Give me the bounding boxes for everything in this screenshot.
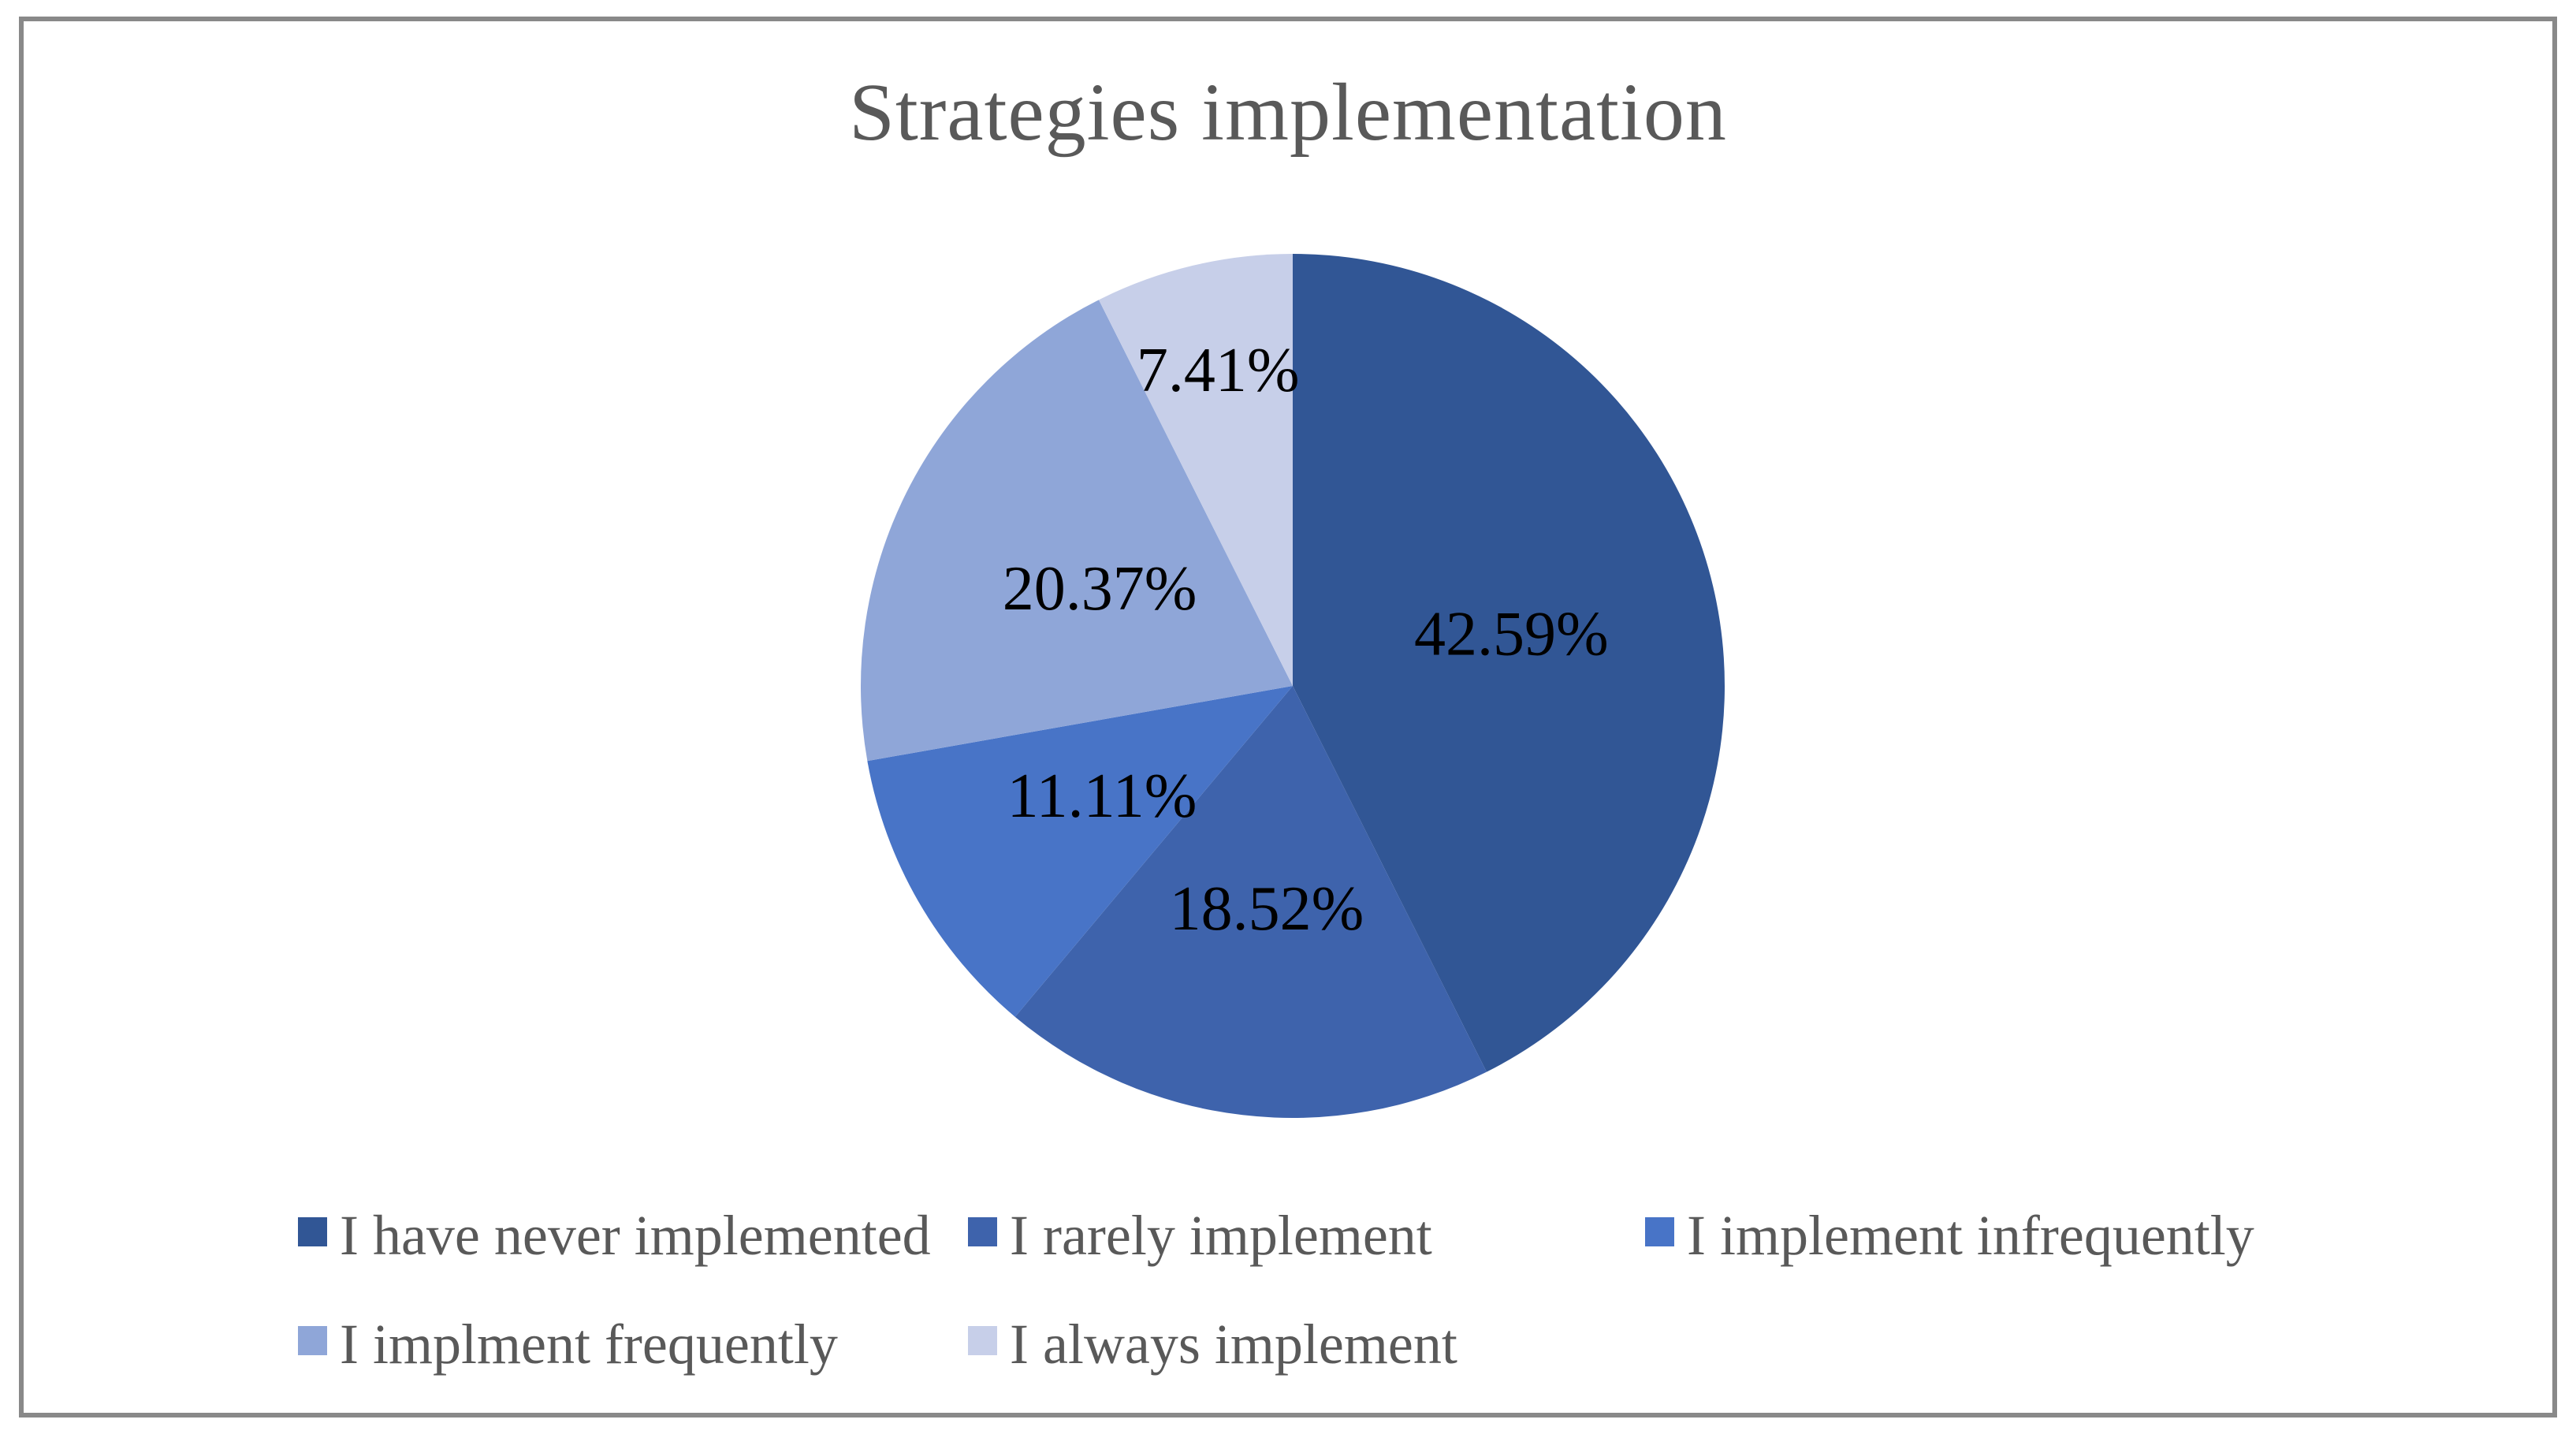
legend-label-never: I have never implemented (340, 1204, 931, 1267)
slice-label-2: 18.52% (1170, 874, 1364, 944)
slice-label-3: 11.11% (1007, 762, 1197, 831)
legend-swatch-rarely (968, 1217, 997, 1246)
slice-label-1: 42.59% (1414, 599, 1609, 669)
legend-label-infrequently: I implement infrequently (1687, 1204, 2254, 1267)
pie-slice-5[interactable] (1098, 254, 1293, 686)
chart-title: Strategies implementation (849, 67, 1727, 158)
legend-label-rarely: I rarely implement (1010, 1204, 1432, 1267)
legend-label-frequently: I implment frequently (340, 1313, 838, 1376)
legend-item-infrequently[interactable]: I implement infrequently (1645, 1201, 2254, 1269)
legend-swatch-always (968, 1326, 997, 1355)
legend-item-frequently[interactable]: I implment frequently (298, 1310, 838, 1378)
legend-item-never[interactable]: I have never implemented (298, 1201, 931, 1269)
pie-slice-3[interactable] (867, 686, 1293, 1017)
slice-label-4: 20.37% (1003, 554, 1197, 624)
legend-item-always[interactable]: I always implement (968, 1310, 1457, 1378)
slice-label-5: 7.41% (1137, 336, 1300, 405)
legend-swatch-never (298, 1217, 327, 1246)
pie-slice-1[interactable] (1293, 254, 1725, 1072)
pie-slice-2[interactable] (1014, 686, 1487, 1119)
legend-swatch-frequently (298, 1326, 327, 1355)
pie-chart[interactable]: 42.59% 18.52% 11.11% 20.37% 7.41% (859, 252, 1726, 1119)
pie-slice-4[interactable] (861, 300, 1293, 762)
legend-item-rarely[interactable]: I rarely implement (968, 1201, 1432, 1269)
legend-label-always: I always implement (1010, 1313, 1457, 1376)
legend-swatch-infrequently (1645, 1217, 1674, 1246)
